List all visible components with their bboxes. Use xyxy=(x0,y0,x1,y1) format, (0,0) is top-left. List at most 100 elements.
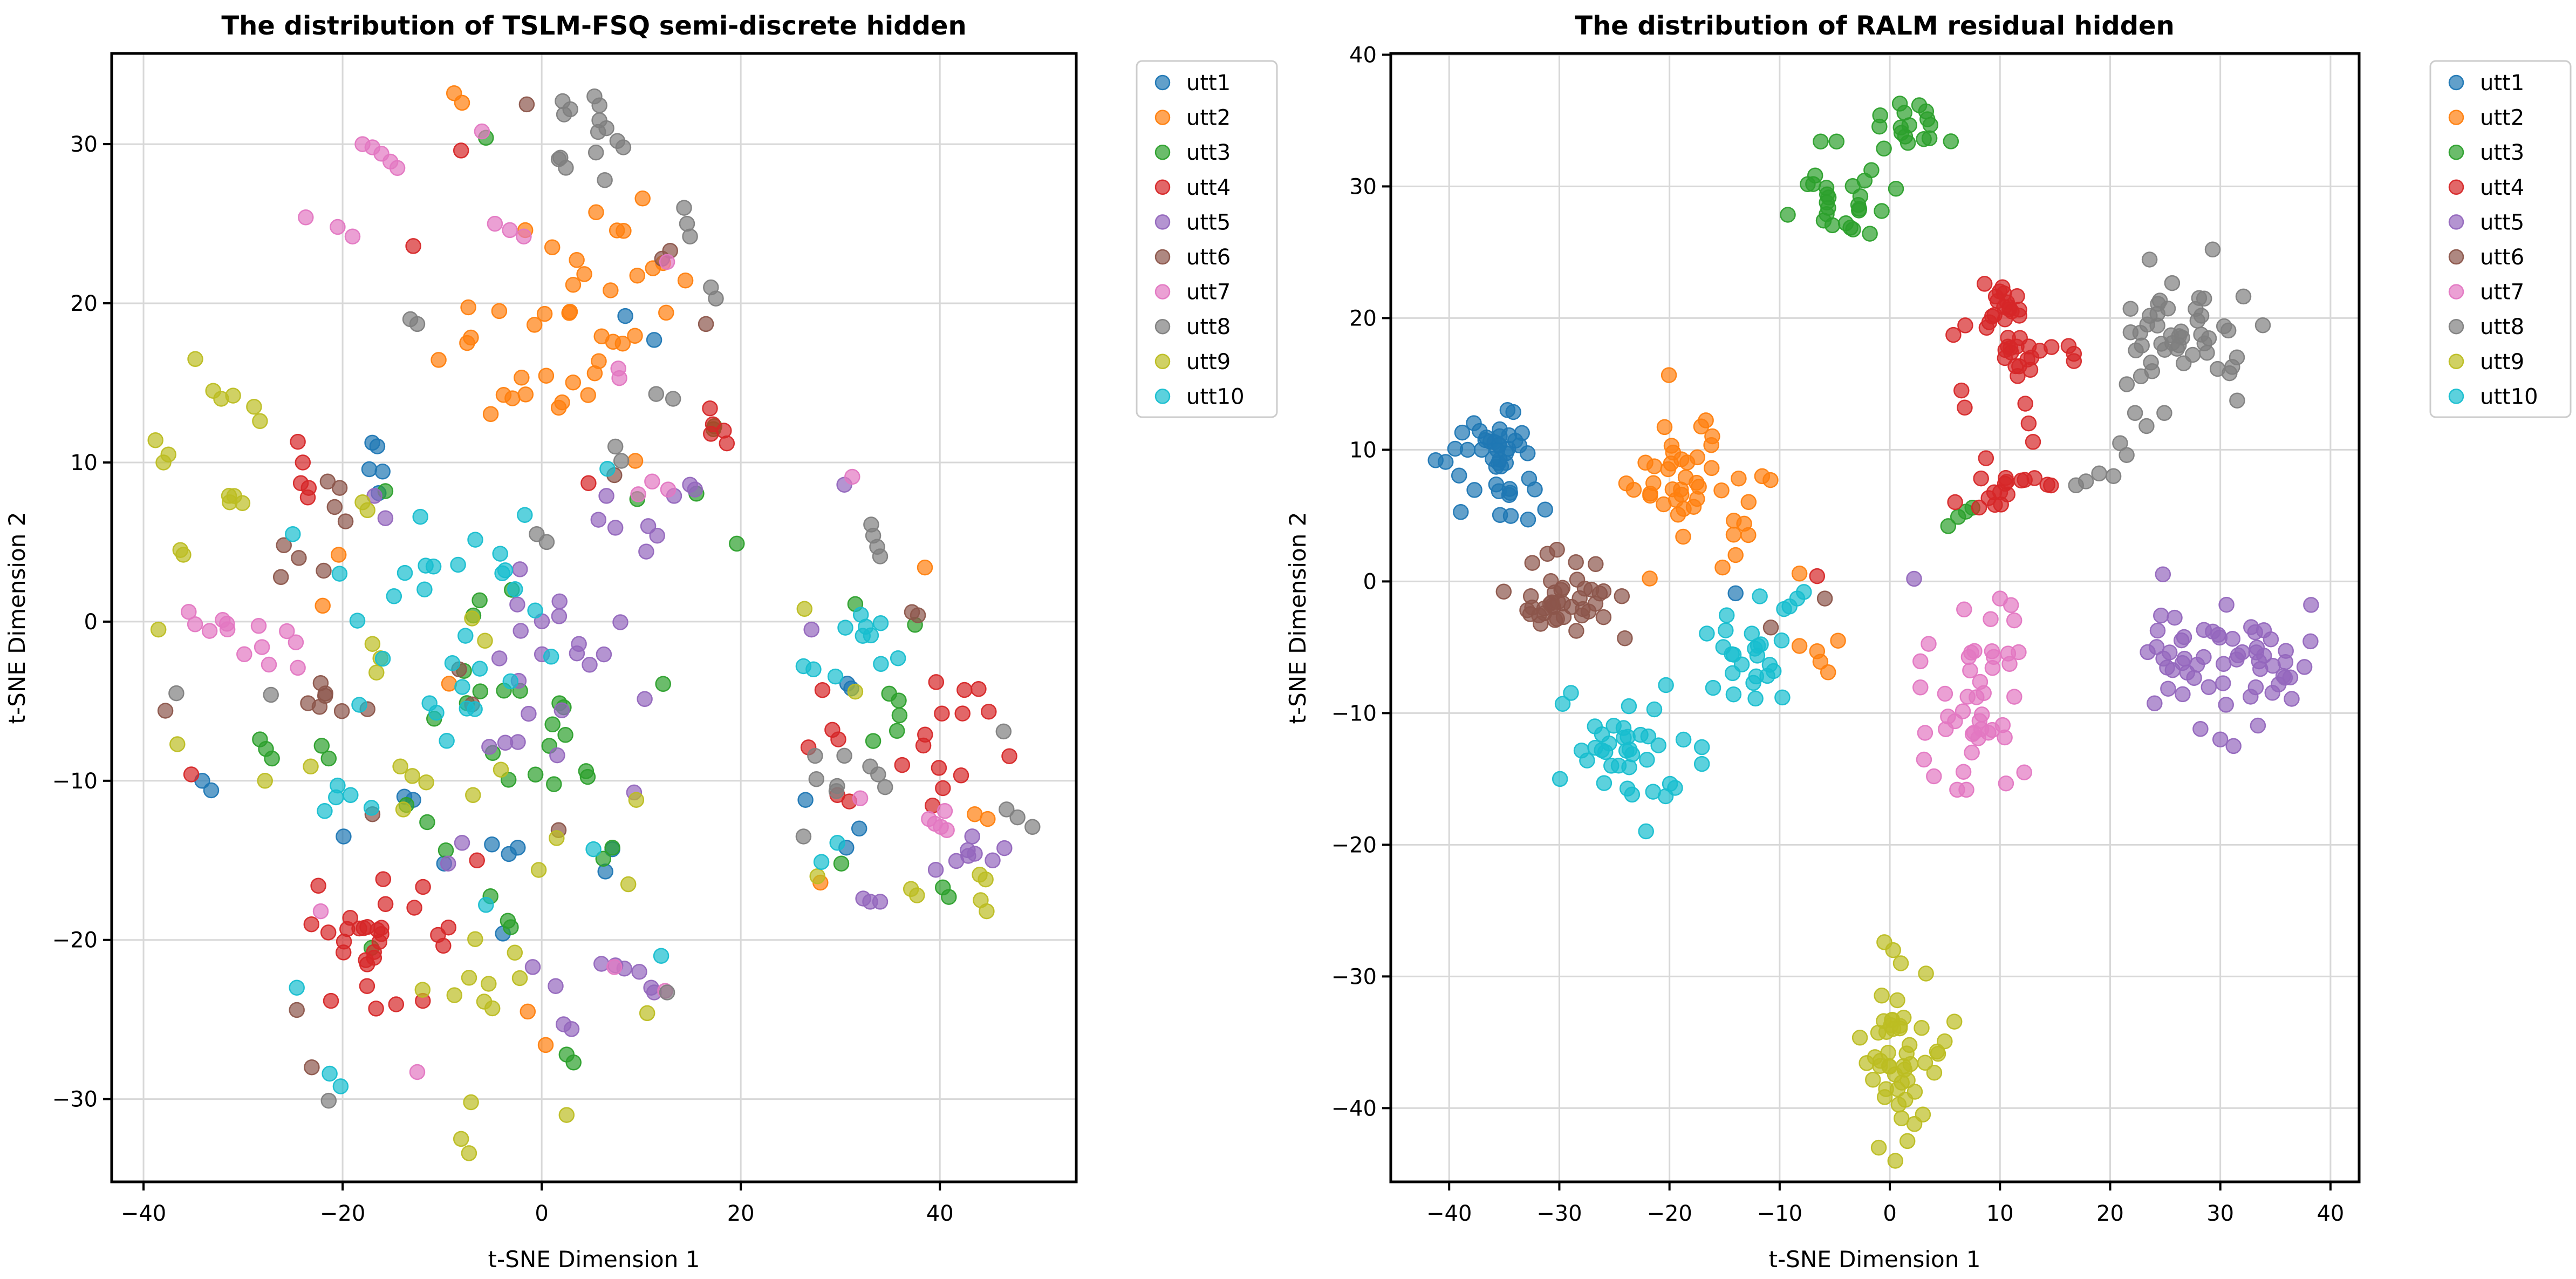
data-point-utt2 xyxy=(1660,461,1676,478)
data-point-utt9 xyxy=(507,944,523,961)
data-point-utt5 xyxy=(512,561,528,577)
data-point-utt6 xyxy=(1595,583,1612,600)
data-point-utt10 xyxy=(397,564,413,581)
data-point-utt4 xyxy=(702,400,718,417)
data-point-utt10 xyxy=(837,620,853,636)
data-point-utt7 xyxy=(660,481,677,498)
data-point-utt2 xyxy=(1656,419,1673,436)
data-point-utt1 xyxy=(1505,404,1521,420)
data-point-utt9 xyxy=(359,502,375,519)
data-point-utt5 xyxy=(2284,691,2300,707)
data-point-utt4 xyxy=(928,674,945,690)
data-point-utt6 xyxy=(1588,556,1604,573)
data-point-utt5 xyxy=(2243,689,2259,705)
data-point-utt3 xyxy=(655,676,671,692)
data-point-utt5 xyxy=(996,840,1013,856)
data-point-utt2 xyxy=(565,276,582,293)
data-point-utt10 xyxy=(289,979,305,996)
data-point-utt9 xyxy=(461,1145,477,1161)
data-point-utt8 xyxy=(597,172,613,188)
data-point-utt5 xyxy=(631,963,647,980)
data-point-utt5 xyxy=(2302,633,2319,650)
data-point-utt4 xyxy=(1998,470,2014,486)
data-point-utt10 xyxy=(428,704,445,721)
data-point-utt5 xyxy=(598,488,614,504)
data-point-utt5 xyxy=(2215,656,2232,672)
data-point-utt2 xyxy=(627,328,643,344)
data-point-utt10 xyxy=(1601,735,1617,752)
data-point-utt6 xyxy=(1574,607,1590,624)
series-utt2 xyxy=(1618,367,1846,681)
data-point-utt3 xyxy=(320,750,337,767)
data-point-utt1 xyxy=(336,828,352,845)
data-point-utt4 xyxy=(894,757,911,773)
data-point-utt10 xyxy=(1621,759,1637,775)
legend-label: utt5 xyxy=(1186,210,1231,235)
data-point-utt8 xyxy=(2196,335,2213,352)
plot-title: The distribution of RALM residual hidden xyxy=(1575,11,2175,41)
data-point-utt8 xyxy=(2143,355,2159,371)
series-utt8 xyxy=(168,88,1041,1109)
y-tick-label: 0 xyxy=(1363,569,1377,594)
data-point-utt3 xyxy=(1888,180,1904,197)
data-point-utt9 xyxy=(511,970,528,987)
data-point-utt10 xyxy=(1563,685,1579,701)
data-point-utt3 xyxy=(1850,197,1867,213)
data-point-utt1 xyxy=(1473,441,1490,458)
data-point-utt4 xyxy=(956,682,973,698)
data-point-utt3 xyxy=(264,750,280,767)
data-point-utt3 xyxy=(1911,97,1928,113)
data-point-utt7 xyxy=(290,659,306,676)
data-point-utt4 xyxy=(1945,326,1962,343)
data-point-utt1 xyxy=(1466,415,1482,431)
data-point-utt1 xyxy=(361,461,378,478)
legend-item-utt7: utt7 xyxy=(1154,280,1231,305)
data-point-utt3 xyxy=(1874,203,1890,219)
data-point-utt2 xyxy=(520,1003,536,1020)
data-point-utt3 xyxy=(1800,176,1816,193)
data-point-utt8 xyxy=(2193,308,2210,324)
data-point-utt8 xyxy=(613,453,630,469)
data-point-utt4 xyxy=(310,877,326,894)
y-tick-label: 40 xyxy=(1349,43,1377,67)
data-point-utt2 xyxy=(1646,458,1663,474)
data-point-utt4 xyxy=(2060,338,2077,354)
data-point-utt3 xyxy=(503,919,519,935)
data-point-utt9 xyxy=(1889,1081,1906,1098)
x-tick-label: 0 xyxy=(1883,1201,1896,1226)
data-point-utt5 xyxy=(563,1021,580,1037)
data-point-utt2 xyxy=(1727,547,1744,563)
data-point-utt2 xyxy=(917,559,933,576)
data-point-utt9 xyxy=(477,632,493,649)
data-point-utt10 xyxy=(827,668,844,685)
data-point-utt7 xyxy=(939,822,955,838)
data-point-utt5 xyxy=(2153,607,2169,624)
data-point-utt8 xyxy=(2204,241,2221,258)
data-point-utt2 xyxy=(593,328,610,344)
data-point-utt5 xyxy=(2224,630,2241,647)
data-point-utt9 xyxy=(465,787,481,804)
data-point-utt5 xyxy=(513,623,529,639)
legend-marker-utt10 xyxy=(1154,389,1171,404)
data-point-utt9 xyxy=(1851,1030,1868,1046)
data-point-utt7 xyxy=(261,656,277,673)
data-point-utt4 xyxy=(953,767,969,784)
data-point-utt1 xyxy=(1519,445,1536,461)
data-point-utt2 xyxy=(1661,367,1677,383)
data-point-utt6 xyxy=(333,703,350,719)
legend-item-utt8: utt8 xyxy=(1154,315,1231,339)
data-point-utt10 xyxy=(1639,752,1655,768)
data-point-utt5 xyxy=(491,650,508,666)
data-point-utt10 xyxy=(1699,625,1715,642)
data-point-utt4 xyxy=(830,731,846,747)
y-tick-label: −20 xyxy=(52,928,98,953)
data-point-utt2 xyxy=(627,453,644,469)
data-point-utt4 xyxy=(2066,353,2082,369)
data-point-utt7 xyxy=(1917,725,1933,741)
data-point-utt5 xyxy=(2212,731,2229,747)
legend-label: utt1 xyxy=(2480,71,2524,96)
data-point-utt2 xyxy=(1675,528,1691,545)
x-tick-label: −20 xyxy=(320,1201,365,1226)
legend-marker-utt4 xyxy=(2448,179,2464,195)
legend-item-utt10: utt10 xyxy=(2448,384,2538,409)
